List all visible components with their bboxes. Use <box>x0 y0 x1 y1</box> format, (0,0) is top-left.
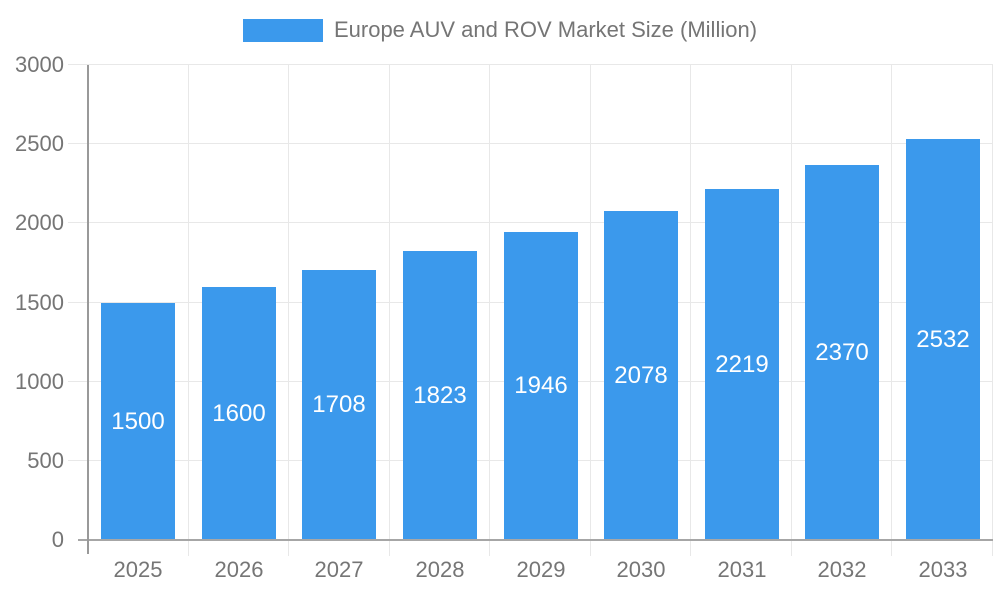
bar-2026[interactable]: 1600 <box>202 287 276 540</box>
bar-2030[interactable]: 2078 <box>604 211 678 540</box>
y-tick-label: 1000 <box>15 368 64 394</box>
bar-value-label: 1708 <box>312 391 366 418</box>
bar-2025[interactable]: 1500 <box>101 303 175 541</box>
plot-area: 1500 1600 1708 1823 1946 2078 2219 2370 2532 <box>68 64 993 556</box>
y-tick-label: 3000 <box>15 52 64 77</box>
bar-value-label: 2219 <box>715 350 769 378</box>
bar-value-label: 1600 <box>212 399 266 427</box>
legend-item[interactable]: Europe AUV and ROV Market Size (Million) <box>242 17 758 43</box>
v-gridline <box>891 65 892 556</box>
bar-2033[interactable]: 2532 <box>906 139 980 540</box>
x-tick-label: 2025 <box>113 557 163 582</box>
x-tick-label: 2031 <box>717 557 767 582</box>
bar-value-label: 1500 <box>111 408 165 435</box>
y-axis-line <box>87 65 89 554</box>
y-tick-label: 2000 <box>15 210 64 236</box>
h-gridline <box>68 143 993 144</box>
v-gridline <box>489 65 490 556</box>
v-gridline <box>389 65 390 556</box>
x-tick-label: 2032 <box>817 557 867 582</box>
bar-value-label: 2532 <box>916 325 970 353</box>
y-tick-label: 0 <box>51 527 64 552</box>
x-tick-label: 2033 <box>918 557 968 582</box>
x-axis-line <box>78 539 993 541</box>
x-tick-label: 2029 <box>516 557 566 582</box>
bar-2029[interactable]: 1946 <box>504 232 578 540</box>
bar-value-label: 1946 <box>514 372 568 399</box>
bar-2028[interactable]: 1823 <box>403 251 477 540</box>
y-tick-label: 2500 <box>15 131 64 157</box>
chart-legend: Europe AUV and ROV Market Size (Million) <box>0 17 1000 43</box>
x-tick-label: 2027 <box>314 557 364 582</box>
v-gridline <box>590 65 591 556</box>
bar-value-label: 1823 <box>413 381 467 409</box>
v-gridline <box>992 65 993 556</box>
legend-swatch-icon <box>242 18 323 42</box>
bar-2027[interactable]: 1708 <box>302 270 376 540</box>
h-gridline <box>68 222 993 223</box>
h-gridline <box>68 64 993 65</box>
v-gridline <box>690 65 691 556</box>
bar-2031[interactable]: 2219 <box>705 189 779 540</box>
bar-value-label: 2370 <box>815 338 869 366</box>
x-tick-label: 2026 <box>214 557 264 582</box>
bar-2032[interactable]: 2370 <box>805 165 879 540</box>
y-tick-label: 1500 <box>15 289 64 315</box>
y-tick-label: 500 <box>27 447 64 473</box>
v-gridline <box>188 65 189 556</box>
v-gridline <box>791 65 792 556</box>
v-gridline <box>288 65 289 556</box>
bar-value-label: 2078 <box>614 361 668 389</box>
x-tick-label: 2028 <box>415 557 465 582</box>
x-tick-label: 2030 <box>616 557 666 582</box>
legend-label: Europe AUV and ROV Market Size (Million) <box>333 17 758 42</box>
